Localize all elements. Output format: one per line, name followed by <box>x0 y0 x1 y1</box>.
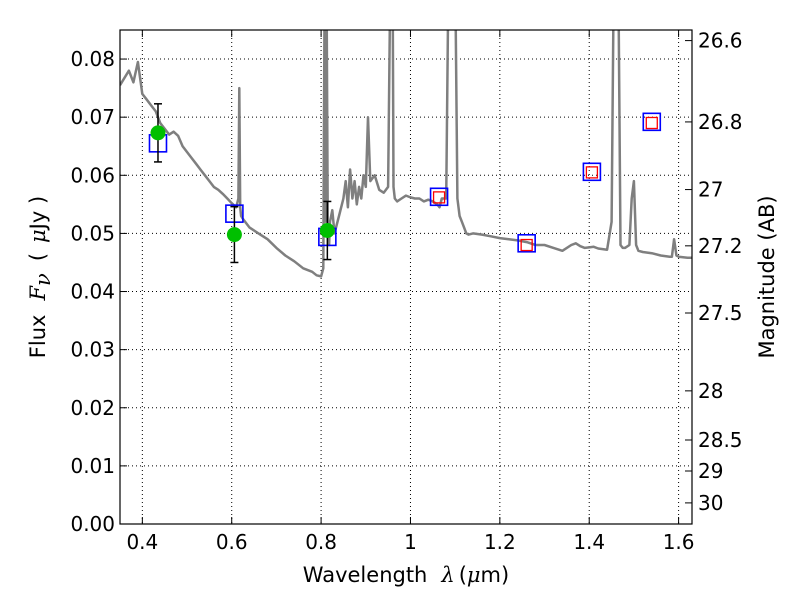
magnitude-tick-label: 28.5 <box>698 428 743 452</box>
model-photometry-marker <box>429 187 449 207</box>
predicted-photometry-marker <box>585 166 599 179</box>
model-photometry-marker <box>642 112 662 132</box>
observed-flux-marker <box>150 125 166 141</box>
marker-layer <box>148 103 662 264</box>
predicted-photometry-marker <box>645 116 658 130</box>
y-tick-label: 0.04 <box>70 280 115 304</box>
magnitude-tick-label: 27 <box>698 178 723 202</box>
predicted-photometry-marker <box>520 238 533 252</box>
model-sed-layer <box>120 30 692 278</box>
x-tick-label: 1.4 <box>573 530 605 554</box>
y-axis-label-unit-mu: μ <box>26 229 50 243</box>
y-axis-label: Flux Fν ( μJy ) <box>26 196 55 358</box>
magnitude-axis-ticks: 26.6 26.8 27 27.2 27.5 28 28.5 29 30 <box>685 29 743 515</box>
x-tick-label: 0.4 <box>126 530 158 554</box>
y-tick-label: 0.00 <box>70 512 115 536</box>
plot-frame <box>119 29 693 525</box>
y-tick-label: 0.08 <box>70 47 115 71</box>
observed-flux-marker <box>319 223 335 239</box>
y-tick-label: 0.02 <box>70 396 115 420</box>
x-axis-ticks: 0.4 0.6 0.8 1 1.2 1.4 1.6 <box>126 30 695 554</box>
magnitude-axis-label: Magnitude (AB) <box>755 195 779 358</box>
magnitude-tick-label: 26.8 <box>698 110 743 134</box>
y-tick-label: 0.01 <box>70 454 115 478</box>
model-sed-line <box>120 30 692 278</box>
magnitude-tick-label: 29 <box>698 459 723 483</box>
observed-flux-marker <box>226 227 242 243</box>
y-tick-label: 0.07 <box>70 105 115 129</box>
x-axis-label-unit-mu: μ <box>467 563 481 587</box>
x-axis-label-symbol: λ <box>440 563 454 587</box>
y-axis-label-text: Flux <box>26 315 50 359</box>
x-tick-label: 1 <box>404 530 417 554</box>
x-axis-label: Wavelength λ (μm) <box>303 563 509 587</box>
y-tick-label: 0.03 <box>70 338 115 362</box>
magnitude-tick-label: 27.5 <box>698 301 743 325</box>
y-axis-label-symbol: F <box>26 285 50 302</box>
model-photometry-marker <box>582 162 602 182</box>
x-tick-label: 0.6 <box>216 530 248 554</box>
x-axis-label-unit-close: m) <box>481 563 510 587</box>
x-tick-label: 0.8 <box>305 530 337 554</box>
y-axis-ticks: 0.00 0.01 0.02 0.03 0.04 0.05 0.06 0.07 0.08 <box>70 47 127 536</box>
y-tick-label: 0.05 <box>70 221 115 245</box>
magnitude-tick-label: 27.2 <box>698 234 743 258</box>
magnitude-tick-label: 26.6 <box>698 29 743 53</box>
y-axis-label-unit-close: Jy ) <box>26 196 50 232</box>
model-photometry-marker <box>517 233 536 253</box>
x-axis-label-unit-open: ( <box>459 563 467 587</box>
y-axis-label-unit-open: ( <box>26 253 50 261</box>
predicted-photometry-marker <box>432 191 446 204</box>
x-tick-label: 1.6 <box>663 530 695 554</box>
x-tick-label: 1.2 <box>484 530 516 554</box>
y-tick-label: 0.06 <box>70 163 115 187</box>
magnitude-tick-label: 30 <box>698 491 723 515</box>
x-axis-label-text: Wavelength <box>303 563 428 587</box>
magnitude-tick-label: 28 <box>698 379 723 403</box>
y-axis-label-subscript: ν <box>31 273 55 286</box>
